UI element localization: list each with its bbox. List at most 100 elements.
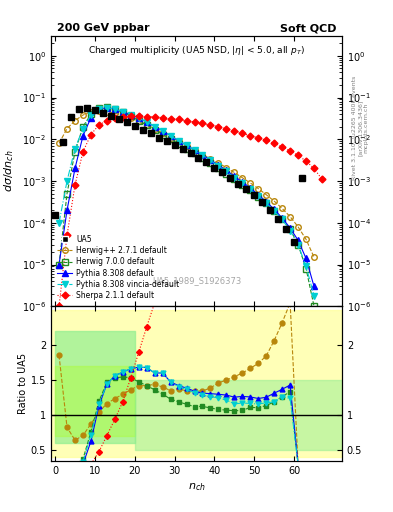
Pythia 8.308 vincia-default (120, 109, 125, 115)
Pythia 8.308 vincia-default (208, 157, 213, 163)
UA5 (172, 142, 177, 148)
UA5 (116, 116, 121, 122)
Sherpa 2.1.1 default (136, 113, 141, 119)
Herwig++ 2.7.1 default (240, 175, 245, 181)
Herwig++ 2.7.1 default (129, 115, 133, 121)
Herwig++ 2.7.1 default (168, 135, 173, 141)
Herwig 7.0.0 default (328, 387, 332, 393)
Sherpa 2.1.1 default (272, 140, 277, 146)
Herwig++ 2.7.1 default (296, 224, 300, 230)
UA5 (61, 139, 65, 145)
Herwig 7.0.0 default (160, 132, 165, 138)
Sherpa 2.1.1 default (97, 122, 101, 128)
Pythia 8.308 default (240, 179, 245, 185)
Herwig 7.0.0 default (248, 187, 253, 194)
Pythia 8.308 default (65, 207, 70, 214)
Herwig++ 2.7.1 default (288, 214, 292, 220)
Pythia 8.308 default (112, 106, 117, 112)
Pythia 8.308 vincia-default (280, 217, 285, 223)
Herwig++ 2.7.1 default (208, 156, 213, 162)
Sherpa 2.1.1 default (81, 149, 85, 155)
Y-axis label: Ratio to UA5: Ratio to UA5 (18, 353, 28, 414)
Sherpa 2.1.1 default (280, 144, 285, 150)
Herwig 7.0.0 default (73, 149, 77, 155)
Herwig 7.0.0 default (81, 123, 85, 130)
Legend: UA5, Herwig++ 2.7.1 default, Herwig 7.0.0 default, Pythia 8.308 default, Pythia : UA5, Herwig++ 2.7.1 default, Herwig 7.0.… (55, 232, 182, 303)
Pythia 8.308 vincia-default (176, 138, 181, 144)
UA5 (101, 110, 105, 116)
Pythia 8.308 default (224, 167, 229, 174)
Sherpa 2.1.1 default (192, 119, 197, 125)
UA5 (276, 217, 281, 223)
UA5 (268, 207, 273, 214)
Pythia 8.308 default (184, 142, 189, 148)
Line: Sherpa 2.1.1 default: Sherpa 2.1.1 default (57, 114, 324, 309)
Herwig 7.0.0 default (97, 105, 101, 112)
Pythia 8.308 vincia-default (272, 208, 277, 214)
Pythia 8.308 vincia-default (97, 106, 101, 112)
Herwig 7.0.0 default (152, 126, 157, 133)
Herwig++ 2.7.1 default (65, 125, 70, 132)
Pythia 8.308 default (232, 173, 237, 179)
Pythia 8.308 vincia-default (264, 200, 268, 206)
Pythia 8.308 vincia-default (129, 112, 133, 118)
UA5 (284, 226, 288, 232)
Herwig++ 2.7.1 default (152, 125, 157, 132)
Herwig 7.0.0 default (192, 150, 197, 156)
Herwig++ 2.7.1 default (97, 108, 101, 114)
UA5 (93, 107, 97, 113)
Herwig 7.0.0 default (288, 226, 292, 232)
Pythia 8.308 vincia-default (232, 175, 237, 181)
Pythia 8.308 default (160, 127, 165, 134)
Herwig++ 2.7.1 default (112, 110, 117, 116)
Pythia 8.308 vincia-default (184, 142, 189, 148)
Text: Soft QCD: Soft QCD (279, 23, 336, 33)
Text: Rivet 3.1.10, \u2265 400k events: Rivet 3.1.10, \u2265 400k events (352, 76, 357, 180)
UA5 (164, 138, 169, 144)
Pythia 8.308 vincia-default (88, 112, 93, 118)
UA5 (53, 212, 57, 219)
Sherpa 2.1.1 default (232, 127, 237, 134)
Herwig++ 2.7.1 default (224, 164, 229, 170)
Pythia 8.308 default (57, 262, 61, 268)
Pythia 8.308 vincia-default (296, 242, 300, 248)
Herwig++ 2.7.1 default (88, 109, 93, 115)
Herwig 7.0.0 default (184, 145, 189, 152)
Pythia 8.308 vincia-default (240, 180, 245, 186)
Herwig 7.0.0 default (256, 194, 261, 200)
Herwig 7.0.0 default (296, 242, 300, 248)
Pythia 8.308 vincia-default (65, 178, 70, 184)
Sherpa 2.1.1 default (288, 147, 292, 154)
Pythia 8.308 default (176, 138, 181, 144)
Sherpa 2.1.1 default (200, 120, 205, 126)
Herwig 7.0.0 default (216, 165, 221, 172)
Line: Pythia 8.308 default: Pythia 8.308 default (56, 105, 317, 289)
Pythia 8.308 vincia-default (248, 186, 253, 193)
Herwig++ 2.7.1 default (312, 254, 316, 260)
Text: Charged multiplicity (UA5 NSD, $|\eta|$ < 5.0, all $p_T$): Charged multiplicity (UA5 NSD, $|\eta|$ … (88, 44, 305, 57)
Y-axis label: $d\sigma/dn_{ch}$: $d\sigma/dn_{ch}$ (3, 150, 17, 193)
Pythia 8.308 default (81, 133, 85, 139)
Sherpa 2.1.1 default (57, 303, 61, 309)
UA5 (77, 106, 81, 113)
Sherpa 2.1.1 default (144, 114, 149, 120)
Herwig++ 2.7.1 default (144, 122, 149, 128)
Herwig 7.0.0 default (240, 182, 245, 188)
Pythia 8.308 default (73, 165, 77, 172)
Herwig++ 2.7.1 default (57, 140, 61, 146)
UA5 (108, 113, 113, 119)
Herwig++ 2.7.1 default (184, 143, 189, 149)
Pythia 8.308 vincia-default (200, 153, 205, 159)
Text: mcplots.cern.ch: mcplots.cern.ch (364, 103, 369, 153)
Sherpa 2.1.1 default (168, 116, 173, 122)
Pythia 8.308 vincia-default (160, 127, 165, 134)
Pythia 8.308 default (208, 157, 213, 163)
Herwig 7.0.0 default (208, 160, 213, 166)
Pythia 8.308 default (144, 119, 149, 125)
UA5 (204, 159, 209, 165)
Pythia 8.308 default (248, 185, 253, 191)
Pythia 8.308 default (288, 225, 292, 231)
Herwig 7.0.0 default (280, 217, 285, 223)
Herwig++ 2.7.1 default (248, 180, 253, 186)
UA5 (148, 130, 153, 136)
